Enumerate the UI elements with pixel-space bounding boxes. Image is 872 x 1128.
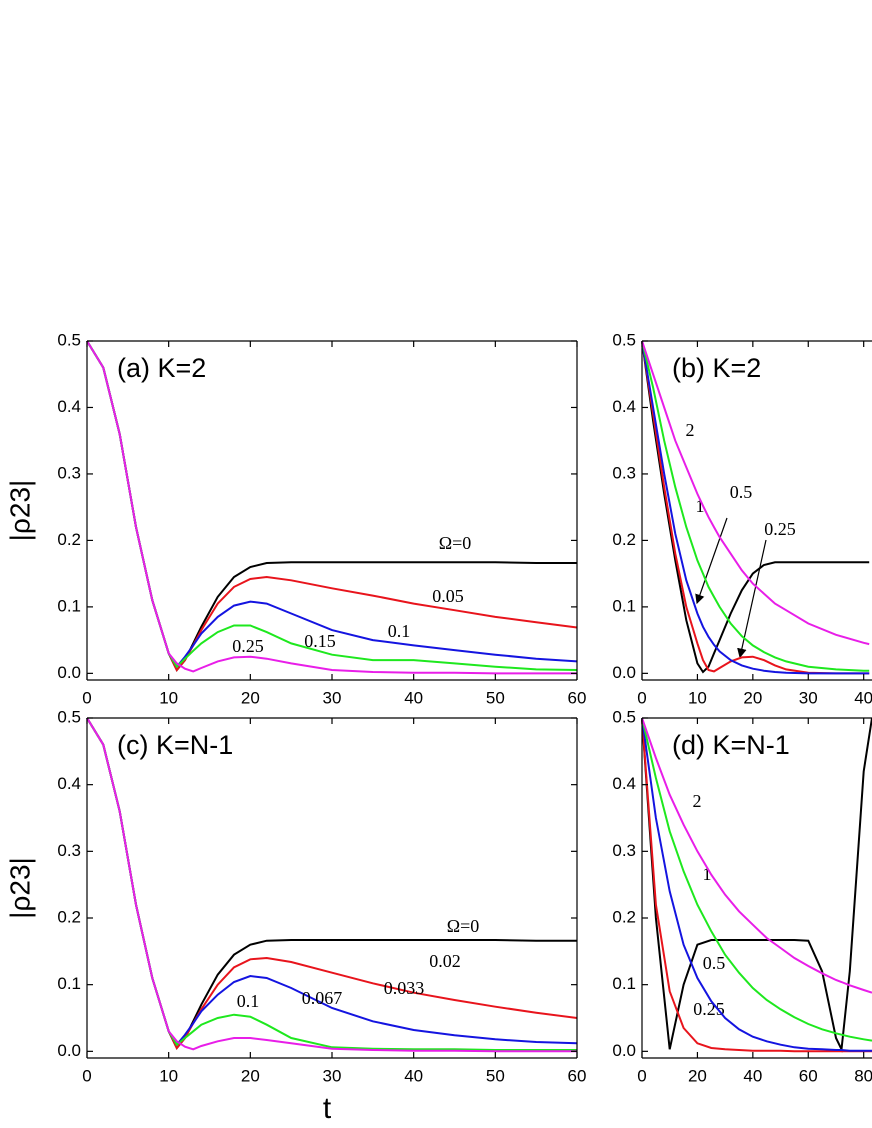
y-tick-label: 0.1 bbox=[612, 596, 636, 615]
curve-label: 1 bbox=[696, 496, 705, 516]
x-tick-label: 50 bbox=[486, 688, 505, 707]
x-tick-label: 40 bbox=[404, 688, 423, 707]
y-tick-label: 0.4 bbox=[57, 774, 81, 793]
y-tick-label: 0.5 bbox=[57, 330, 81, 349]
curve-label: 2 bbox=[693, 791, 702, 811]
y-axis-label: |ρ23| bbox=[4, 857, 35, 919]
curve-label: 0.05 bbox=[432, 586, 464, 606]
x-tick-label: 0 bbox=[82, 1066, 91, 1085]
curve-label: 0.25 bbox=[693, 999, 725, 1019]
curve-label: Ω=0 bbox=[447, 916, 480, 936]
line-series bbox=[641, 717, 872, 994]
x-tick-label: 20 bbox=[241, 1066, 260, 1085]
line-series bbox=[641, 717, 872, 1053]
line-series bbox=[86, 340, 577, 675]
y-tick-label: 0.0 bbox=[612, 1041, 636, 1060]
line-series bbox=[86, 717, 577, 1053]
curve-label: 2 bbox=[686, 420, 695, 440]
x-tick-label: 10 bbox=[688, 688, 707, 707]
y-tick-label: 0.2 bbox=[57, 530, 81, 549]
y-tick-label: 0.5 bbox=[612, 707, 636, 726]
y-tick-label: 0.4 bbox=[57, 397, 81, 416]
x-tick-label: 40 bbox=[404, 1066, 423, 1085]
y-tick-label: 0.4 bbox=[612, 397, 636, 416]
y-tick-label: 0.0 bbox=[57, 1041, 81, 1060]
x-tick-label: 20 bbox=[241, 688, 260, 707]
panel-title: (a) K=2 bbox=[117, 353, 206, 383]
y-axis-label: |ρ23| bbox=[4, 480, 35, 542]
y-tick-label: 0.3 bbox=[612, 841, 636, 860]
x-tick-label: 80 bbox=[854, 1066, 872, 1085]
x-tick-label: 50 bbox=[486, 1066, 505, 1085]
curve-label: 0.5 bbox=[703, 953, 726, 973]
curve-label: 0.25 bbox=[764, 519, 796, 539]
arrow bbox=[737, 539, 767, 659]
curve-label: 0.5 bbox=[730, 482, 753, 502]
x-tick-label: 10 bbox=[159, 688, 178, 707]
y-tick-label: 0.3 bbox=[57, 841, 81, 860]
y-tick-label: 0.2 bbox=[57, 907, 81, 926]
curve-label: 0.033 bbox=[384, 978, 425, 998]
x-tick-label: 60 bbox=[799, 1066, 818, 1085]
y-tick-label: 0.5 bbox=[57, 707, 81, 726]
line-series bbox=[641, 340, 870, 675]
arrow bbox=[695, 517, 728, 605]
curve-label: 0.15 bbox=[304, 631, 336, 651]
curve-label: Ω=0 bbox=[439, 533, 472, 553]
x-tick-label: 0 bbox=[82, 688, 91, 707]
y-tick-label: 0.5 bbox=[612, 330, 636, 349]
x-tick-label: 30 bbox=[323, 688, 342, 707]
x-tick-label: 40 bbox=[854, 688, 872, 707]
x-tick-label: 20 bbox=[743, 688, 762, 707]
line-series bbox=[641, 340, 870, 646]
x-tick-label: 60 bbox=[568, 688, 587, 707]
x-tick-label: 0 bbox=[637, 1066, 646, 1085]
curve-label: 0.1 bbox=[237, 991, 260, 1011]
curve-label: 0.1 bbox=[388, 621, 411, 641]
x-tick-label: 60 bbox=[568, 1066, 587, 1085]
y-tick-label: 0.2 bbox=[612, 907, 636, 926]
y-tick-label: 0.1 bbox=[57, 974, 81, 993]
curve-label: 1 bbox=[703, 864, 712, 884]
y-tick-label: 0.0 bbox=[612, 663, 636, 682]
x-tick-label: 0 bbox=[637, 688, 646, 707]
x-tick-label: 30 bbox=[799, 688, 818, 707]
curve-label: 0.02 bbox=[429, 951, 461, 971]
line-series bbox=[641, 340, 870, 675]
y-tick-label: 0.0 bbox=[57, 663, 81, 682]
line-series bbox=[641, 340, 870, 672]
line-series bbox=[86, 340, 577, 672]
curve-label: 0.25 bbox=[232, 636, 264, 656]
x-tick-label: 10 bbox=[159, 1066, 178, 1085]
line-series bbox=[641, 717, 872, 1042]
y-tick-label: 0.3 bbox=[612, 463, 636, 482]
curve-label: 0.067 bbox=[302, 988, 343, 1008]
y-tick-label: 0.1 bbox=[57, 596, 81, 615]
y-tick-label: 0.1 bbox=[612, 974, 636, 993]
line-series bbox=[641, 717, 872, 1053]
line-series bbox=[641, 717, 872, 1052]
x-tick-label: 30 bbox=[323, 1066, 342, 1085]
panel-title: (b) K=2 bbox=[672, 353, 761, 383]
y-tick-label: 0.2 bbox=[612, 530, 636, 549]
y-tick-label: 0.4 bbox=[612, 774, 636, 793]
line-series bbox=[86, 340, 578, 671]
y-tick-label: 0.3 bbox=[57, 463, 81, 482]
line-series bbox=[641, 340, 870, 674]
line-series bbox=[86, 340, 578, 672]
x-tick-label: 40 bbox=[743, 1066, 762, 1085]
x-tick-label: 20 bbox=[688, 1066, 707, 1085]
panel-title: (d) K=N-1 bbox=[672, 730, 790, 760]
x-axis-label: t bbox=[323, 1092, 332, 1125]
panel-title: (c) K=N-1 bbox=[117, 730, 233, 760]
